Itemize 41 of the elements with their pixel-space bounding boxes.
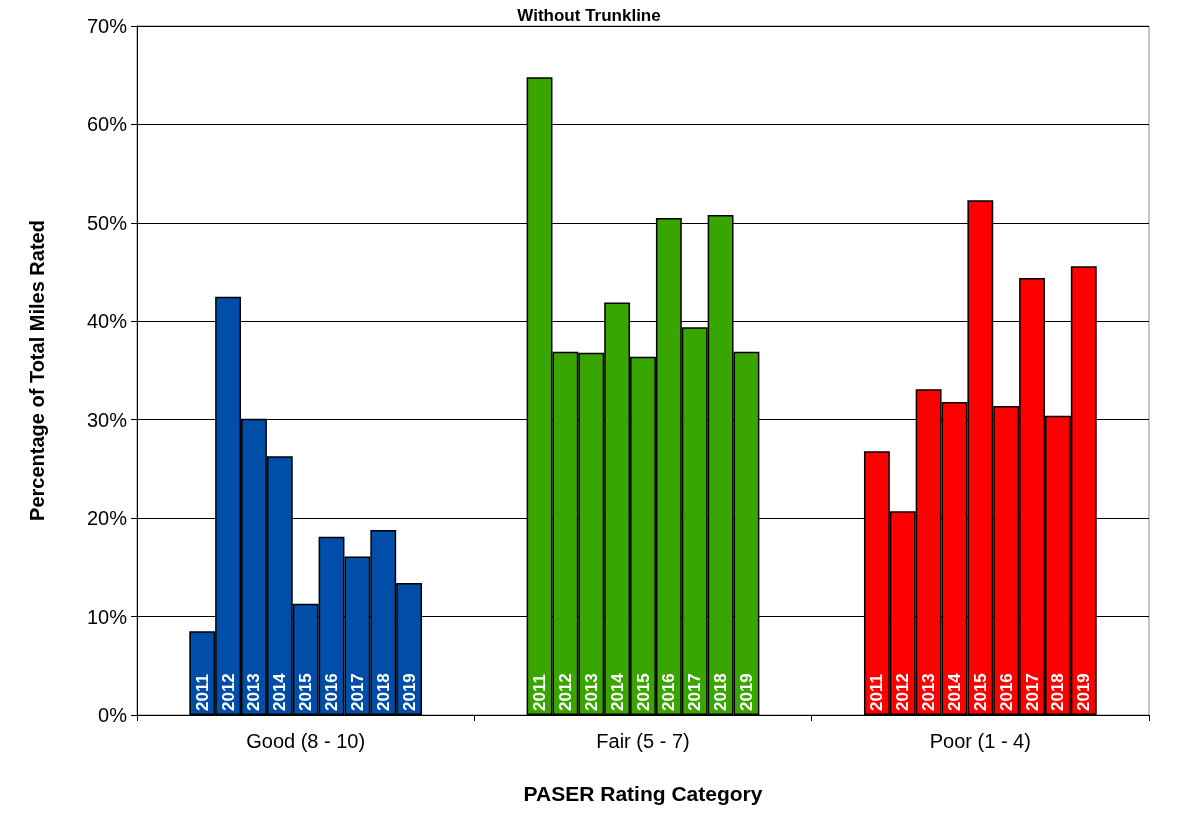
- series-label: 2015: [633, 673, 653, 711]
- text: 2017: [685, 673, 705, 711]
- x-tick-label: Good (8 - 10): [246, 730, 366, 752]
- text: 2018: [711, 673, 731, 711]
- y-tick-label: 40%: [86, 310, 128, 333]
- text: 2012: [893, 673, 913, 711]
- series-label: 2016: [322, 673, 342, 711]
- series-label: 2013: [919, 673, 939, 711]
- y-tick-label: 0%: [98, 704, 128, 726]
- text: 2014: [944, 673, 964, 711]
- y-axis-title: Percentage of Total Miles Rated: [26, 220, 48, 521]
- series-label: 2019: [736, 673, 756, 711]
- series-label: 2011: [530, 674, 550, 711]
- text: 2016: [996, 673, 1016, 711]
- text: 2013: [581, 673, 601, 711]
- text: 2018: [373, 673, 393, 711]
- series-label: 2017: [1022, 673, 1042, 711]
- x-axis-title: PASER Rating Category: [523, 782, 763, 805]
- y-tick-label: 60%: [86, 113, 128, 136]
- text: 2019: [399, 673, 419, 711]
- text: 2017: [347, 673, 367, 711]
- y-tick-label: 70%: [86, 15, 128, 37]
- series-label: 2018: [1048, 673, 1068, 711]
- y-tick-label: 50%: [86, 211, 128, 234]
- text: 2012: [218, 673, 238, 711]
- x-tick-label: Fair (5 - 7): [596, 730, 690, 752]
- series-label: 2012: [555, 673, 575, 711]
- text: 2015: [970, 673, 990, 711]
- y-tick-label: 30%: [86, 408, 128, 431]
- y-tick-label: 10%: [86, 605, 128, 628]
- text: 2016: [659, 673, 679, 711]
- text: 2019: [1074, 673, 1094, 711]
- y-tick-label: 20%: [86, 507, 128, 530]
- chart-title: Without Trunkline: [517, 6, 661, 25]
- text: 2013: [244, 673, 264, 711]
- series-label: 2014: [607, 672, 627, 711]
- text: 2014: [270, 673, 290, 711]
- text: 2011: [192, 674, 212, 711]
- x-tick-label: Poor (1 - 4): [929, 730, 1031, 752]
- text: 2011: [867, 674, 887, 711]
- text: 2015: [296, 673, 316, 711]
